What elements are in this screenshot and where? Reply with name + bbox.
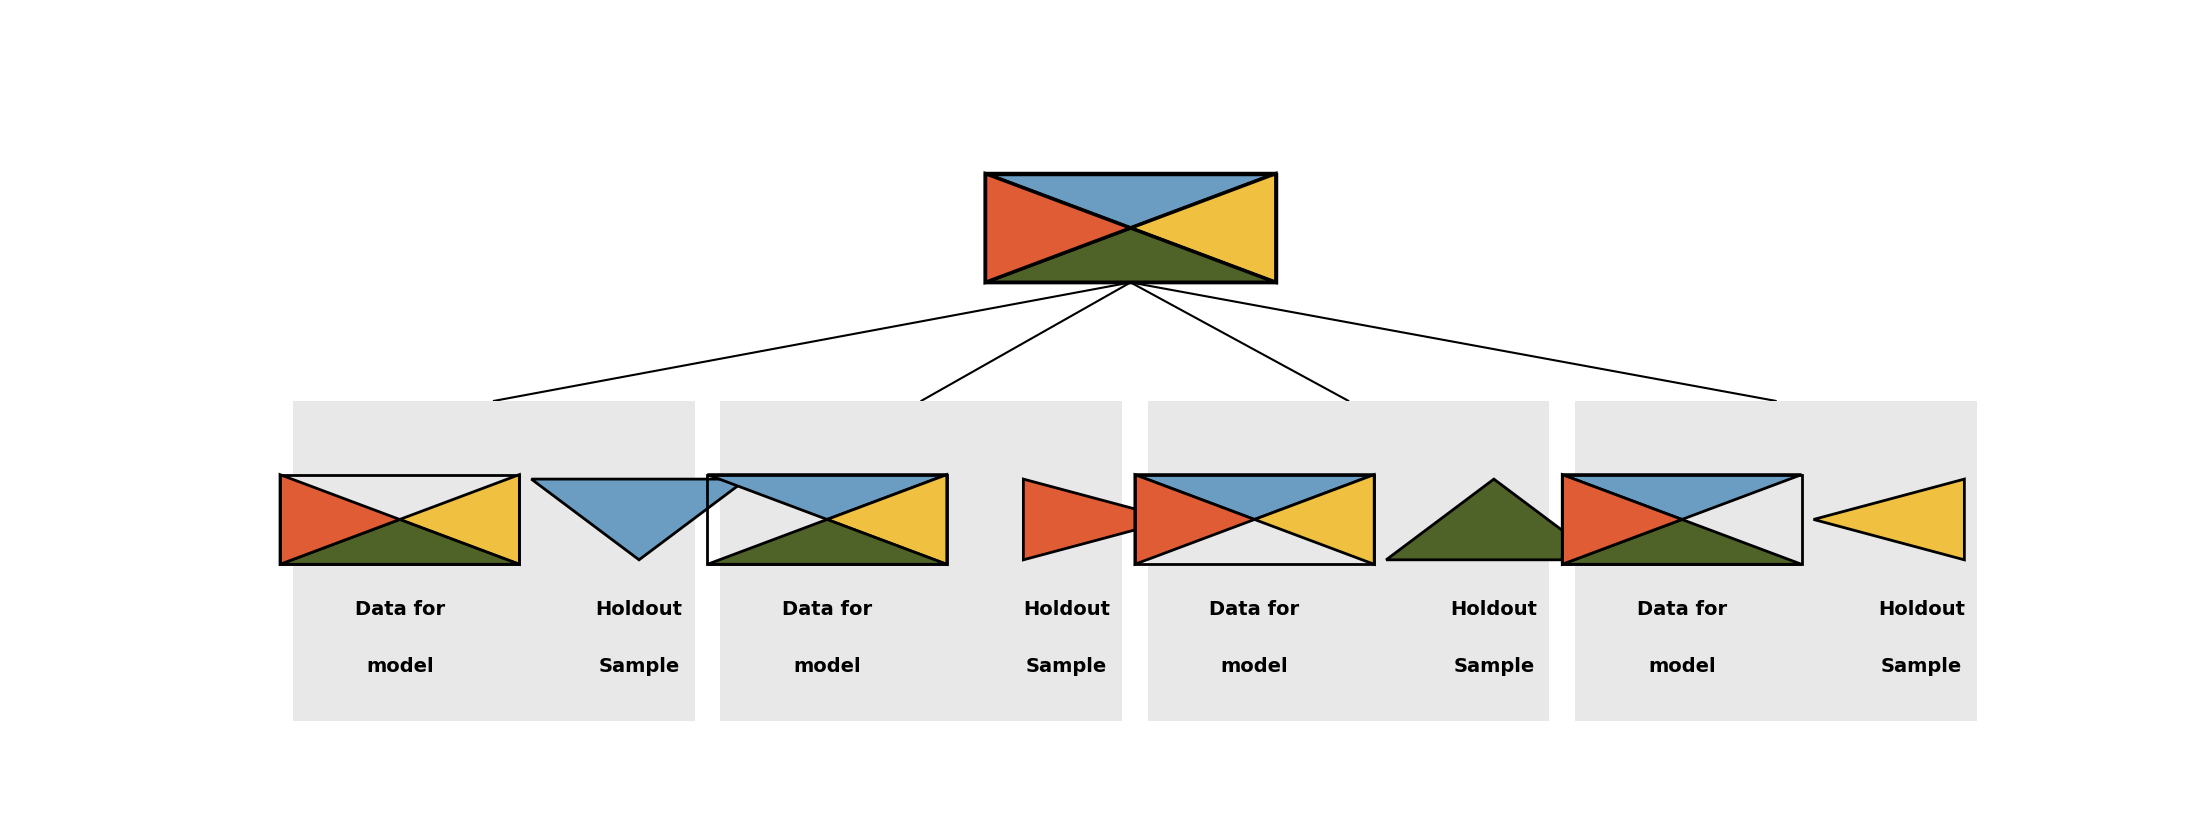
Polygon shape xyxy=(708,519,946,564)
Text: Data for: Data for xyxy=(1209,600,1299,619)
Polygon shape xyxy=(399,474,518,564)
Polygon shape xyxy=(827,474,946,564)
Text: model: model xyxy=(1220,657,1288,676)
Polygon shape xyxy=(708,474,946,519)
Polygon shape xyxy=(1255,474,1374,564)
Text: Holdout: Holdout xyxy=(1449,600,1538,619)
Text: Holdout: Holdout xyxy=(1877,600,1966,619)
FancyBboxPatch shape xyxy=(1147,401,1549,721)
FancyBboxPatch shape xyxy=(293,401,695,721)
Text: Holdout: Holdout xyxy=(1024,600,1110,619)
Text: Data for: Data for xyxy=(1637,600,1727,619)
Polygon shape xyxy=(1813,479,1963,560)
Polygon shape xyxy=(532,479,748,560)
Text: Sample: Sample xyxy=(1882,657,1961,676)
Polygon shape xyxy=(1024,479,1174,560)
Polygon shape xyxy=(280,474,399,564)
Text: model: model xyxy=(794,657,860,676)
Text: Sample: Sample xyxy=(1454,657,1535,676)
Polygon shape xyxy=(986,174,1275,228)
FancyBboxPatch shape xyxy=(719,401,1123,721)
Polygon shape xyxy=(1385,479,1602,560)
Polygon shape xyxy=(1562,474,1681,564)
Text: Data for: Data for xyxy=(783,600,871,619)
Polygon shape xyxy=(986,228,1275,282)
Polygon shape xyxy=(1562,474,1802,519)
Text: Sample: Sample xyxy=(1026,657,1107,676)
Polygon shape xyxy=(280,519,518,564)
Polygon shape xyxy=(1134,474,1374,519)
Text: model: model xyxy=(366,657,435,676)
Polygon shape xyxy=(1134,474,1255,564)
Polygon shape xyxy=(986,174,1132,282)
Text: Data for: Data for xyxy=(355,600,446,619)
Text: model: model xyxy=(1648,657,1716,676)
Polygon shape xyxy=(1562,519,1802,564)
FancyBboxPatch shape xyxy=(1575,401,1977,721)
Polygon shape xyxy=(1132,174,1275,282)
Text: Holdout: Holdout xyxy=(596,600,682,619)
Text: Sample: Sample xyxy=(598,657,679,676)
